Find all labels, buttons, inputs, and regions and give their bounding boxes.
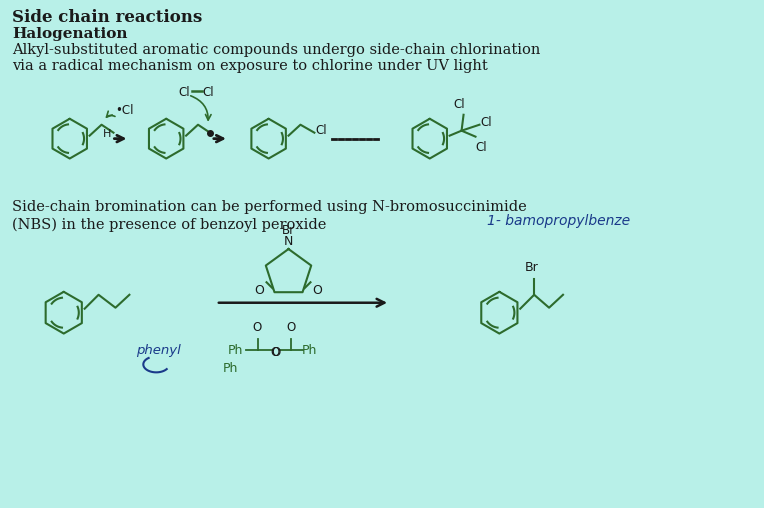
Text: Cl: Cl bbox=[475, 141, 487, 153]
Text: O: O bbox=[254, 283, 264, 297]
Text: Halogenation: Halogenation bbox=[12, 27, 128, 41]
Text: Br: Br bbox=[282, 224, 295, 237]
Text: Alkyl-substituted aromatic compounds undergo side-chain chlorination: Alkyl-substituted aromatic compounds und… bbox=[12, 43, 540, 57]
Text: Ph: Ph bbox=[223, 362, 238, 375]
Text: Cl: Cl bbox=[454, 98, 465, 111]
Text: O: O bbox=[286, 321, 295, 334]
Text: O: O bbox=[270, 346, 280, 359]
Text: H: H bbox=[102, 129, 111, 139]
Text: Br: Br bbox=[524, 261, 538, 274]
Text: •Cl: •Cl bbox=[115, 104, 134, 117]
Text: Side-chain bromination can be performed using N-bromosuccinimide: Side-chain bromination can be performed … bbox=[12, 200, 527, 214]
Text: O: O bbox=[312, 283, 322, 297]
Text: phenyl: phenyl bbox=[136, 344, 181, 357]
Text: O: O bbox=[252, 321, 261, 334]
Text: Ph: Ph bbox=[228, 344, 244, 357]
Text: N: N bbox=[284, 235, 293, 248]
Text: Cl: Cl bbox=[202, 86, 214, 100]
Text: Cl: Cl bbox=[179, 86, 190, 100]
Text: Cl: Cl bbox=[316, 124, 327, 137]
Text: via a radical mechanism on exposure to chlorine under UV light: via a radical mechanism on exposure to c… bbox=[12, 59, 487, 73]
Text: O: O bbox=[272, 346, 281, 359]
Text: 1- bamopropylbenze: 1- bamopropylbenze bbox=[487, 214, 630, 228]
Text: Cl: Cl bbox=[481, 116, 492, 129]
Text: (NBS) in the presence of benzoyl peroxide: (NBS) in the presence of benzoyl peroxid… bbox=[12, 217, 326, 232]
Text: Side chain reactions: Side chain reactions bbox=[12, 9, 202, 26]
Text: Ph: Ph bbox=[302, 344, 317, 357]
